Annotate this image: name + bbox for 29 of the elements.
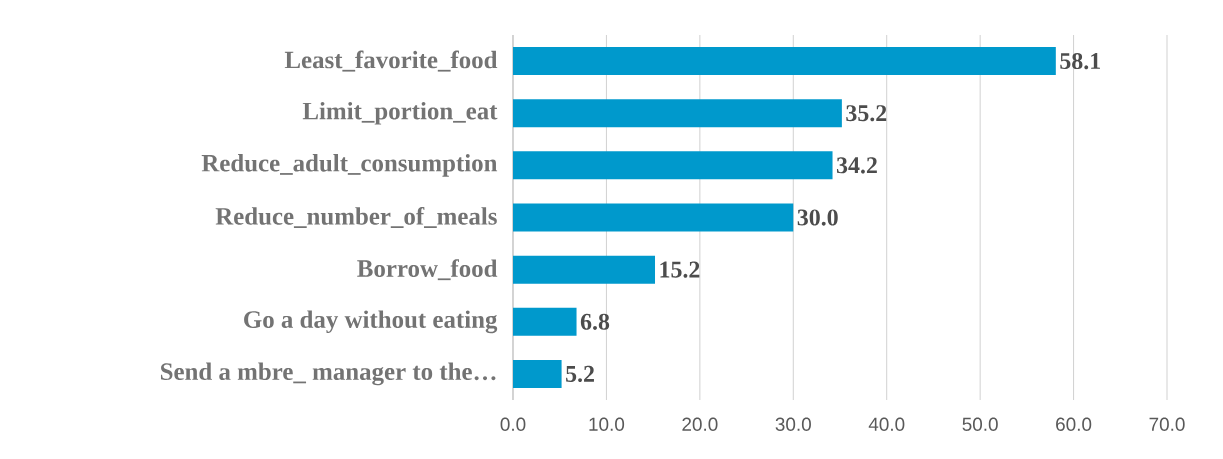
bar <box>513 255 656 284</box>
bar <box>513 99 842 128</box>
data-label: 30.0 <box>797 209 838 226</box>
data-label: 5.2 <box>566 365 594 383</box>
bar <box>513 307 577 336</box>
y-tick-label: Send a mbre_ manager to the… <box>160 362 496 386</box>
y-tick-label: Reduce_number_of_meals <box>215 207 497 229</box>
y-tick-label: Go a day without eating <box>244 310 498 334</box>
y-tick-label: Reduce_adult_consumption <box>201 154 498 177</box>
bar <box>513 203 794 232</box>
y-tick-label: Borrow_food <box>357 259 498 281</box>
data-label: 58.1 <box>1060 52 1100 70</box>
x-tick-label: 30.0 <box>775 417 811 431</box>
y-tick-label: Limit_portion_eat <box>302 101 498 125</box>
bar <box>513 47 1056 76</box>
bar <box>513 359 562 388</box>
x-tick-label: 60.0 <box>1056 417 1092 431</box>
y-tick-label: Least_favorite_food <box>284 50 498 72</box>
x-tick-label: 10.0 <box>589 417 625 431</box>
data-label: 34.2 <box>836 157 877 174</box>
x-tick-label: 0.0 <box>500 417 526 431</box>
data-label: 6.8 <box>580 313 610 330</box>
data-label: 15.2 <box>660 261 700 278</box>
bar <box>513 151 833 180</box>
x-tick-label: 70.0 <box>1149 417 1185 431</box>
x-tick-label: 50.0 <box>962 417 998 431</box>
x-tick-label: 40.0 <box>868 417 905 431</box>
x-tick-label: 20.0 <box>682 417 718 431</box>
data-label: 35.2 <box>846 105 887 122</box>
